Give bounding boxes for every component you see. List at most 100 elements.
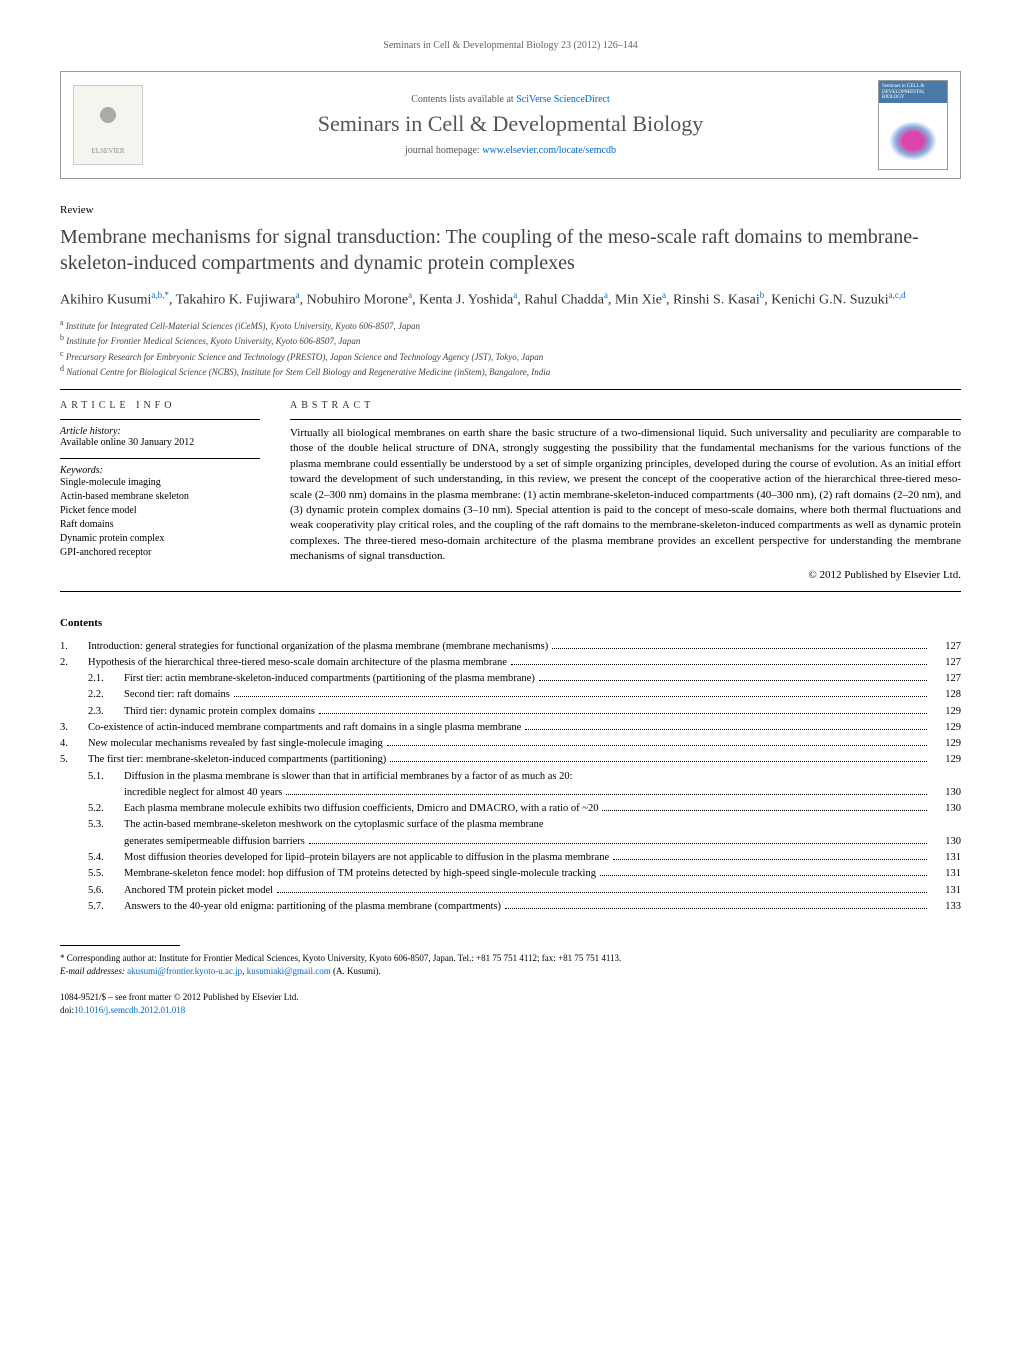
journal-name: Seminars in Cell & Developmental Biology	[143, 111, 878, 137]
toc-page: 130	[931, 834, 961, 850]
cover-label: Seminars in CELL & DEVELOPMENTAL BIOLOGY	[882, 84, 947, 101]
toc-title: Hypothesis of the hierarchical three-tie…	[88, 655, 507, 671]
abstract-heading: ABSTRACT	[290, 400, 961, 411]
doi-link[interactable]: 10.1016/j.semcdb.2012.01.018	[74, 1005, 185, 1015]
keyword: Dynamic protein complex	[60, 532, 260, 546]
toc-title: Most diffusion theories developed for li…	[124, 850, 609, 866]
toc-subnumber: 2.2.	[88, 687, 124, 703]
toc-subnumber: 2.3.	[88, 704, 124, 720]
toc-subnumber: 5.4.	[88, 850, 124, 866]
journal-cover-thumbnail: Seminars in CELL & DEVELOPMENTAL BIOLOGY	[878, 80, 948, 170]
toc-entry: 5.1.Diffusion in the plasma membrane is …	[60, 769, 961, 785]
contents-available-line: Contents lists available at SciVerse Sci…	[143, 94, 878, 105]
toc-page: 130	[931, 785, 961, 801]
toc-title-cont: generates semipermeable diffusion barrie…	[124, 834, 305, 850]
toc-entry: 5.5.Membrane-skeleton fence model: hop d…	[60, 866, 961, 882]
toc-subnumber: 2.1.	[88, 671, 124, 687]
author-list: Akihiro Kusumia,b,*, Takahiro K. Fujiwar…	[60, 290, 961, 309]
toc-entry: 5.3.The actin-based membrane-skeleton me…	[60, 817, 961, 833]
toc-subnumber: 5.5.	[88, 866, 124, 882]
issn-line: 1084-9521/$ – see front matter © 2012 Pu…	[60, 991, 961, 1004]
toc-number: 3.	[60, 720, 88, 736]
contents-section: Contents 1.Introduction: general strateg…	[60, 617, 961, 916]
affiliation: d National Centre for Biological Science…	[60, 363, 961, 379]
toc-title: Co-existence of actin-induced membrane c…	[88, 720, 521, 736]
divider	[60, 389, 961, 390]
affiliation: a Institute for Integrated Cell-Material…	[60, 317, 961, 333]
corr-author-text: * Corresponding author at: Institute for…	[60, 952, 961, 965]
keyword: Picket fence model	[60, 504, 260, 518]
toc-entry-continuation: incredible neglect for almost 40 years 13…	[60, 785, 961, 801]
homepage-prefix: journal homepage:	[405, 145, 482, 156]
affiliation: b Institute for Frontier Medical Science…	[60, 332, 961, 348]
footnote-rule	[60, 945, 180, 946]
toc-page: 127	[931, 671, 961, 687]
toc-entry: 5.7.Answers to the 40-year old enigma: p…	[60, 899, 961, 915]
toc-entry-continuation: generates semipermeable diffusion barrie…	[60, 834, 961, 850]
keywords-label: Keywords:	[60, 465, 260, 476]
doi-prefix: doi:	[60, 1005, 74, 1015]
sciencedirect-link[interactable]: SciVerse ScienceDirect	[516, 94, 610, 105]
table-of-contents: 1.Introduction: general strategies for f…	[60, 639, 961, 916]
toc-title: New molecular mechanisms revealed by fas…	[88, 736, 383, 752]
toc-title-cont: incredible neglect for almost 40 years	[124, 785, 282, 801]
toc-page: 131	[931, 850, 961, 866]
toc-page: 127	[931, 655, 961, 671]
article-info-heading: ARTICLE INFO	[60, 400, 260, 411]
toc-page: 129	[931, 736, 961, 752]
journal-banner: ELSEVIER Contents lists available at Sci…	[60, 71, 961, 179]
toc-number: 2.	[60, 655, 88, 671]
history-text: Available online 30 January 2012	[60, 437, 260, 448]
journal-homepage-link[interactable]: www.elsevier.com/locate/semcdb	[482, 145, 616, 156]
toc-title: First tier: actin membrane-skeleton-indu…	[124, 671, 535, 687]
email-link-2[interactable]: kusumiaki@gmail.com	[247, 966, 331, 976]
toc-page: 127	[931, 639, 961, 655]
abstract-copyright: © 2012 Published by Elsevier Ltd.	[290, 569, 961, 581]
article-type: Review	[60, 204, 961, 216]
toc-page: 133	[931, 899, 961, 915]
keyword: Single-molecule imaging	[60, 476, 260, 490]
toc-page: 129	[931, 752, 961, 768]
toc-title: Diffusion in the plasma membrane is slow…	[124, 769, 573, 785]
toc-title: Third tier: dynamic protein complex doma…	[124, 704, 315, 720]
toc-title: Anchored TM protein picket model	[124, 883, 273, 899]
elsevier-logo: ELSEVIER	[73, 85, 143, 165]
email-label: E-mail addresses:	[60, 966, 127, 976]
keyword: GPI-anchored receptor	[60, 546, 260, 560]
homepage-line: journal homepage: www.elsevier.com/locat…	[143, 145, 878, 156]
toc-title: Membrane-skeleton fence model: hop diffu…	[124, 866, 596, 882]
contents-heading: Contents	[60, 617, 961, 629]
article-info-sidebar: ARTICLE INFO Article history: Available …	[60, 400, 260, 581]
toc-page: 131	[931, 883, 961, 899]
toc-number: 1.	[60, 639, 88, 655]
keyword: Raft domains	[60, 518, 260, 532]
toc-title: Introduction: general strategies for fun…	[88, 639, 548, 655]
corresponding-author-footnote: * Corresponding author at: Institute for…	[60, 952, 961, 977]
toc-entry: 4.New molecular mechanisms revealed by f…	[60, 736, 961, 752]
toc-page: 131	[931, 866, 961, 882]
toc-title: Second tier: raft domains	[124, 687, 230, 703]
toc-subnumber: 5.1.	[88, 769, 124, 785]
toc-title: Each plasma membrane molecule exhibits t…	[124, 801, 598, 817]
toc-entry: 5.2.Each plasma membrane molecule exhibi…	[60, 801, 961, 817]
toc-number: 5.	[60, 752, 88, 768]
toc-number: 4.	[60, 736, 88, 752]
email-suffix: (A. Kusumi).	[331, 966, 381, 976]
toc-subnumber: 5.6.	[88, 883, 124, 899]
toc-entry: 2.2.Second tier: raft domains128	[60, 687, 961, 703]
toc-subnumber: 5.3.	[88, 817, 124, 833]
toc-entry: 5.The first tier: membrane-skeleton-indu…	[60, 752, 961, 768]
abstract-column: ABSTRACT Virtually all biological membra…	[290, 400, 961, 581]
email-link-1[interactable]: akusumi@frontier.kyoto-u.ac.jp	[127, 966, 242, 976]
toc-title: The first tier: membrane-skeleton-induce…	[88, 752, 386, 768]
toc-entry: 2.Hypothesis of the hierarchical three-t…	[60, 655, 961, 671]
toc-page: 129	[931, 704, 961, 720]
toc-title: Answers to the 40-year old enigma: parti…	[124, 899, 501, 915]
history-label: Article history:	[60, 426, 260, 437]
toc-entry: 2.1.First tier: actin membrane-skeleton-…	[60, 671, 961, 687]
toc-entry: 5.4.Most diffusion theories developed fo…	[60, 850, 961, 866]
toc-entry: 1.Introduction: general strategies for f…	[60, 639, 961, 655]
affiliation: c Precursory Research for Embryonic Scie…	[60, 348, 961, 364]
affiliations: a Institute for Integrated Cell-Material…	[60, 317, 961, 379]
toc-entry: 2.3.Third tier: dynamic protein complex …	[60, 704, 961, 720]
